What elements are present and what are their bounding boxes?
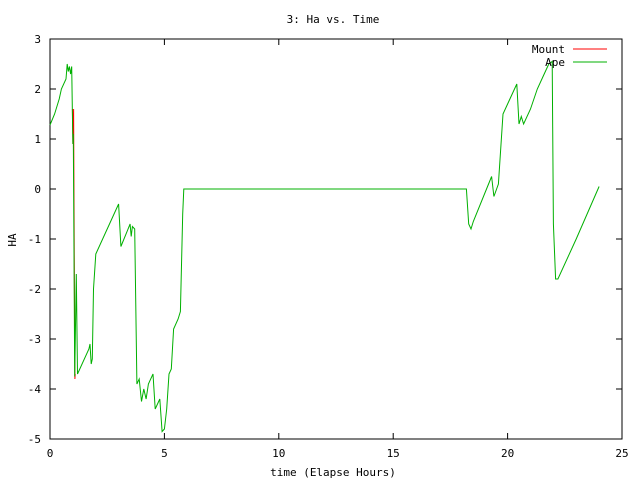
x-tick-label: 25 [615, 447, 628, 460]
y-tick-label: -4 [28, 383, 42, 396]
legend-label-mount: Mount [532, 43, 565, 56]
y-tick-label: 3 [34, 33, 41, 46]
y-tick-label: -2 [28, 283, 41, 296]
x-axis-label: time (Elapse Hours) [270, 466, 396, 479]
y-tick-label: 2 [34, 83, 41, 96]
y-tick-label: -3 [28, 333, 41, 346]
y-axis-label: HA [6, 233, 19, 247]
x-tick-label: 0 [47, 447, 54, 460]
x-tick-label: 15 [387, 447, 400, 460]
series-layer [49, 60, 600, 433]
chart-title: 3: Ha vs. Time [287, 13, 380, 26]
plot-frame [49, 38, 623, 440]
y-tick-label: -5 [28, 433, 41, 446]
legend-label-ape: Ape [545, 56, 565, 69]
x-tick-label: 20 [501, 447, 514, 460]
x-tick-label: 10 [272, 447, 285, 460]
y-tick-label: -1 [28, 233, 41, 246]
series-line-ape [49, 60, 600, 433]
y-tick-label: 1 [34, 133, 41, 146]
y-tick-label: 0 [34, 183, 41, 196]
x-tick-label: 5 [161, 447, 168, 460]
axis-ticks: 0 5 10 15 20 25 -5 -4 -3 -2 -1 0 1 2 3 [28, 33, 629, 460]
